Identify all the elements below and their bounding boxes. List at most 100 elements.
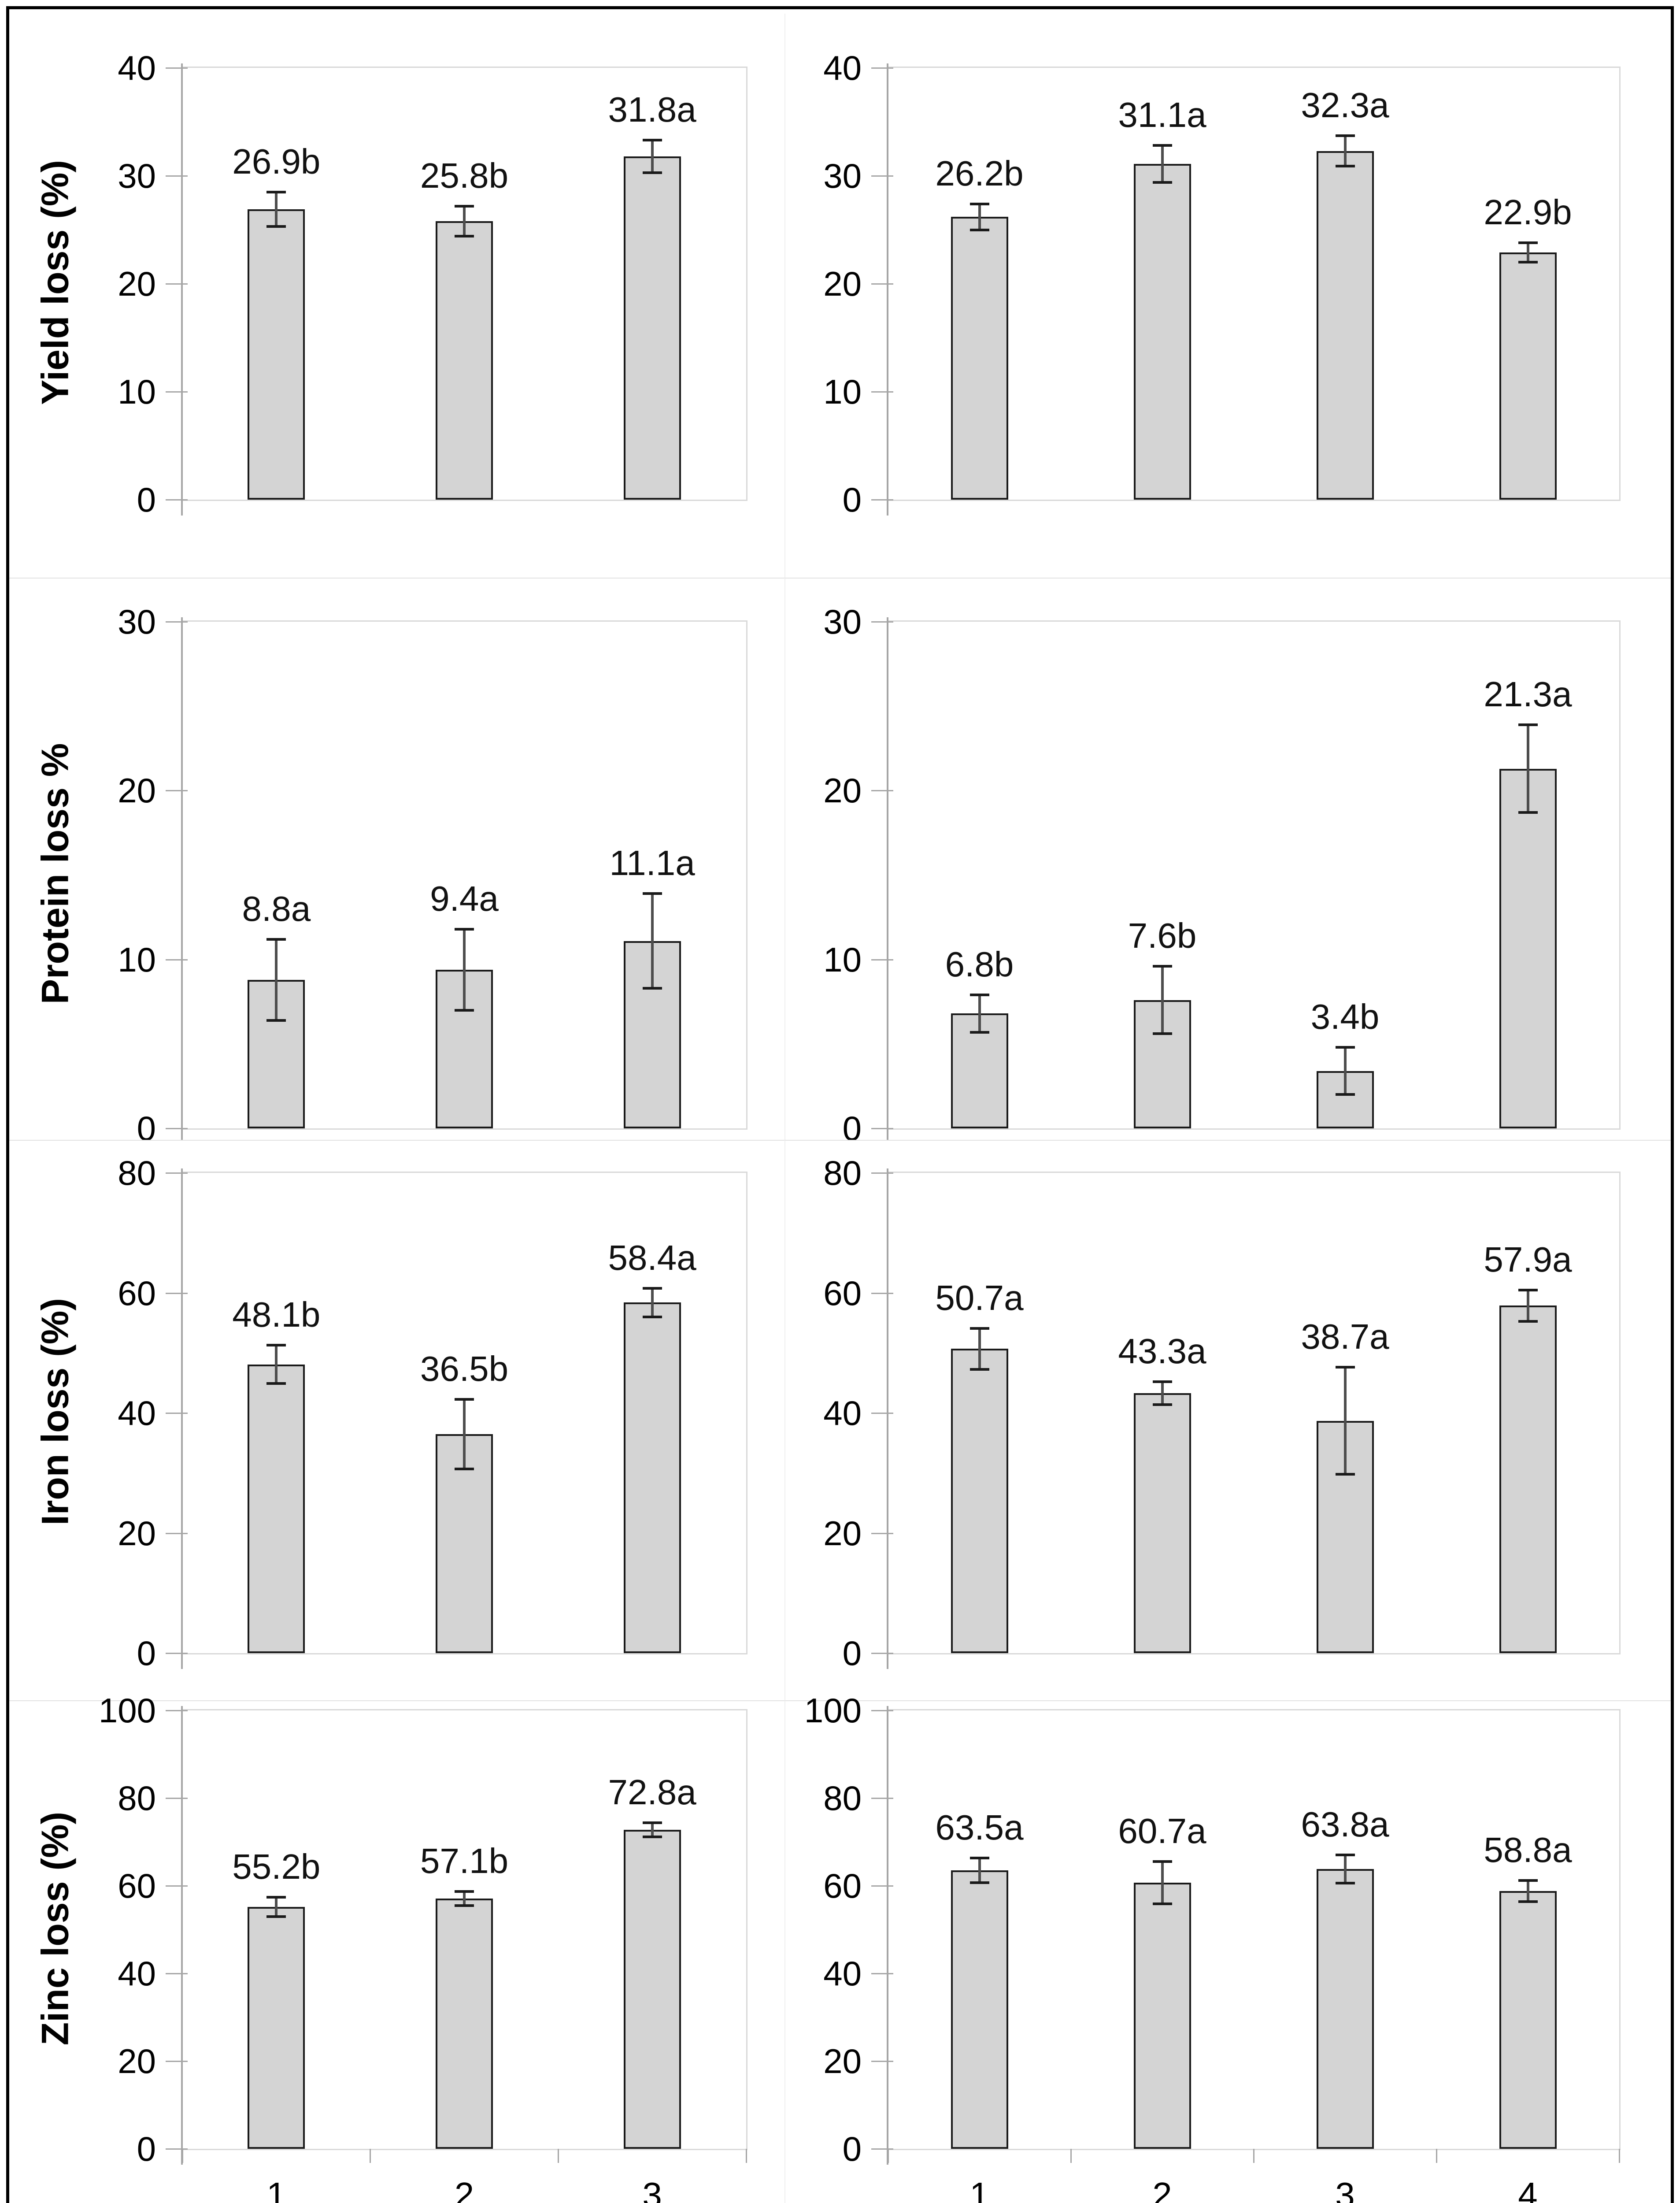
error-bar-cap (1152, 1902, 1172, 1905)
y-axis-line (181, 617, 183, 1144)
y-tick-mark (871, 959, 893, 961)
error-bar (463, 929, 466, 1010)
y-tick-mark (166, 67, 188, 69)
x-tick-mark (1436, 2149, 1437, 2163)
y-tick-label: 80 (823, 1779, 862, 1817)
error-bar (1526, 1880, 1529, 1902)
chart-panel-protein-loss-by-variety: 0 10 20 30 6.8b 7.6b 3.4b 21.3a (784, 578, 1671, 1147)
plot-area: 0 10 20 30 6.8b 7.6b 3.4b 21.3a (823, 603, 1621, 1147)
bar-value-label: 36.5b (420, 1349, 509, 1388)
chart-grid: Yield loss (%) 0 10 20 30 40 26.9b 25.8b 31.8a 0 1… (9, 9, 1671, 2203)
error-bar-cap (1518, 1879, 1538, 1882)
error-bar-cap (642, 139, 662, 142)
error-bar-cap (455, 927, 474, 931)
bar-value-label: 43.3a (1118, 1331, 1206, 1371)
error-bar (978, 995, 981, 1032)
y-tick-mark (871, 67, 893, 69)
y-tick-mark (871, 790, 893, 792)
error-bar-cap (970, 228, 989, 231)
bar (951, 1349, 1008, 1653)
error-bar (1526, 724, 1529, 813)
y-tick-label: 30 (823, 156, 862, 195)
error-bar-cap (1335, 1882, 1355, 1885)
y-tick-mark (871, 283, 893, 285)
y-tick-mark (166, 1973, 188, 1974)
bar-value-label: 58.4a (608, 1238, 696, 1277)
error-bar (275, 192, 278, 227)
chart-panel-yield-loss-by-dehuller: Yield loss (%) 0 10 20 30 40 26.9b 25.8b 31.8a (9, 14, 784, 578)
error-bar-cap (642, 892, 662, 895)
bar (623, 1829, 681, 2149)
plot-area: 0 20 40 60 80 48.1b 36.5b 58.4a (118, 1154, 747, 1672)
bar-value-label: 25.8b (420, 156, 509, 195)
error-bar-cap (970, 1368, 989, 1371)
error-bar-cap (1152, 965, 1172, 968)
y-tick-label: 80 (118, 1779, 156, 1817)
error-bar-cap (642, 987, 662, 990)
y-tick-label: 10 (118, 372, 156, 411)
bar (1499, 1305, 1557, 1653)
error-bar (1343, 1855, 1347, 1884)
error-bar-cap (455, 1009, 474, 1012)
y-tick-label: 40 (823, 1954, 862, 1993)
error-bar-cap (455, 235, 474, 238)
error-bar (463, 206, 466, 237)
error-bar-cap (1335, 1046, 1355, 1049)
y-tick-label: 100 (804, 1691, 862, 1730)
bar-value-label: 58.8a (1484, 1830, 1572, 1870)
chart-panel-iron-loss-by-dehuller: Iron loss (%) 0 20 40 60 80 48.1b 36.5b 58.4a (9, 1140, 784, 1701)
error-bar-cap (970, 1881, 989, 1884)
y-tick-mark (871, 1973, 893, 1974)
error-bar (651, 140, 654, 173)
error-bar-cap (1152, 144, 1172, 147)
x-tick-label: 1 (970, 2175, 989, 2203)
x-tick-label: 3 (1335, 2175, 1355, 2203)
error-bar-cap (1152, 1032, 1172, 1035)
error-bar-cap (1518, 1900, 1538, 1903)
error-bar-cap (455, 1398, 474, 1401)
chart-panel-protein-loss-by-dehuller: Protein loss % 0 10 20 30 8.8a 9.4a 11.1a (9, 578, 784, 1147)
y-tick-mark (871, 175, 893, 177)
error-bar-cap (642, 1835, 662, 1838)
error-bar (1161, 1862, 1164, 1904)
bar (1133, 1393, 1191, 1653)
y-tick-mark (166, 391, 188, 393)
error-bar (1343, 1367, 1347, 1474)
y-tick-mark (166, 790, 188, 792)
y-tick-mark (166, 175, 188, 177)
bar-value-label: 32.3a (1301, 85, 1389, 125)
chart-panel-iron-loss-by-variety: 0 20 40 60 80 50.7a 43.3a 38.7a 57.9a (784, 1140, 1671, 1701)
bar-value-label: 57.1b (420, 1841, 509, 1880)
y-tick-mark (871, 1532, 893, 1534)
bar-value-label: 72.8a (608, 1772, 696, 1812)
bar (436, 221, 493, 500)
y-tick-label: 20 (823, 264, 862, 303)
bar (436, 1898, 493, 2149)
y-tick-label: 40 (118, 48, 156, 87)
y-axis-line (887, 617, 888, 1144)
figure-border: Yield loss (%) 0 10 20 30 40 26.9b 25.8b 31.8a 0 1… (6, 6, 1674, 2203)
x-tick-mark (181, 2149, 183, 2163)
error-bar (1343, 136, 1347, 166)
x-tick-mark (745, 2149, 747, 2163)
y-tick-label: 0 (137, 1634, 156, 1673)
error-bar (651, 1822, 654, 1837)
error-bar-cap (970, 1031, 989, 1034)
y-tick-mark (166, 1413, 188, 1414)
y-tick-mark (166, 2061, 188, 2062)
error-bar-cap (970, 1857, 989, 1860)
bar-value-label: 55.2b (232, 1847, 321, 1886)
y-tick-mark (166, 1172, 188, 1174)
bar-value-label: 60.7a (1118, 1811, 1206, 1851)
y-tick-label: 30 (118, 156, 156, 195)
y-axis-line (887, 1706, 888, 2165)
bar-value-label: 9.4a (430, 879, 499, 918)
y-tick-label: 60 (118, 1866, 156, 1905)
y-axis-line (181, 63, 183, 516)
plot-area: 02040608010063.5a60.7a63.8a58.8a1234Vari… (804, 1692, 1621, 2203)
y-tick-mark (166, 1292, 188, 1294)
y-tick-mark (871, 1292, 893, 1294)
plot-area: 0 20 40 60 80 50.7a 43.3a 38.7a 57.9a (823, 1154, 1621, 1672)
y-tick-label: 0 (842, 480, 862, 519)
